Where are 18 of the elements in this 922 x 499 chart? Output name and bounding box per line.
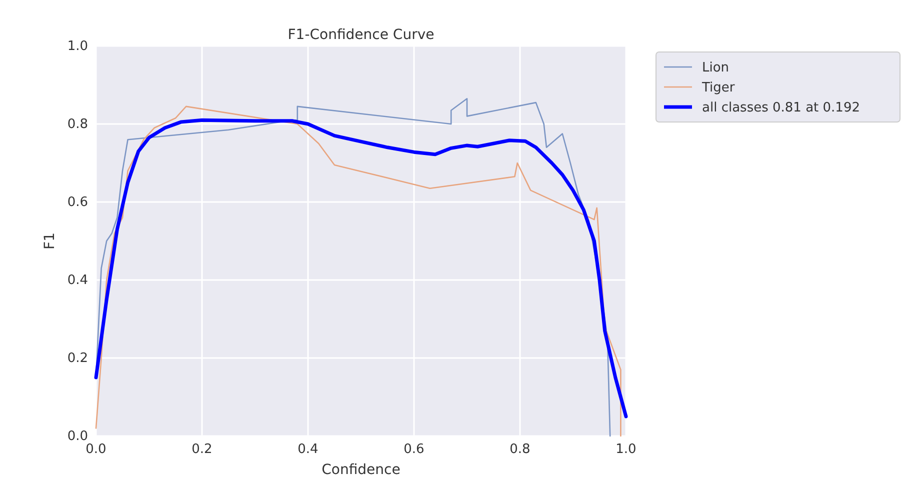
y-tick-label: 0.2 [67,351,88,366]
legend-label: all classes 0.81 at 0.192 [702,100,860,116]
x-tick-label: 1.0 [616,442,636,458]
legend-label: Lion [702,60,730,76]
x-tick-label: 0.6 [404,442,424,458]
x-tick-label: 0.8 [510,442,530,458]
x-tick-label: 0.4 [298,442,318,458]
y-tick-label: 0.0 [67,429,88,444]
y-tick-label: 1.0 [67,39,88,54]
x-axis-title: Confidence [322,462,400,478]
legend-label: Tiger [701,80,736,96]
y-tick-label: 0.8 [67,117,88,132]
y-tick-label: 0.6 [67,195,88,210]
y-tick-label: 0.4 [67,273,88,288]
y-axis-title: F1 [42,232,58,250]
x-tick-label: 0.2 [192,442,212,458]
x-tick-label: 0.0 [86,442,106,458]
chart-title: F1-Confidence Curve [288,27,434,43]
